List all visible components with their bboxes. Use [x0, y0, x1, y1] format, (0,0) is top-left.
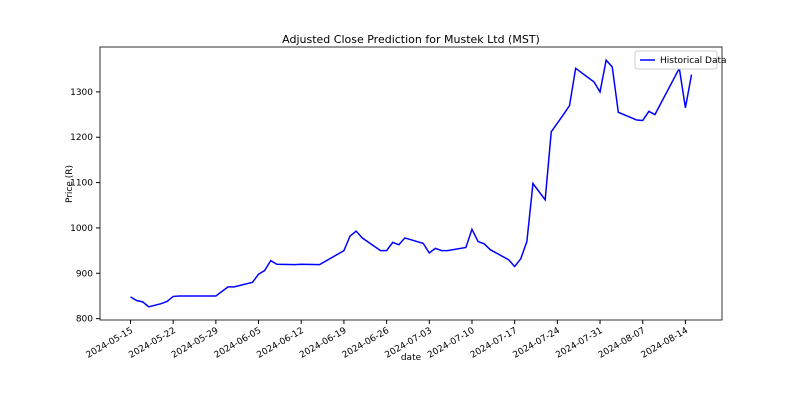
x-tick-label: 2024-06-05 [213, 326, 263, 361]
y-tick-label: 1100 [70, 179, 93, 189]
x-tick-label: 2024-06-19 [298, 326, 349, 361]
legend-box [634, 50, 718, 70]
line-series [130, 58, 693, 308]
x-tick-label: 2024-08-14 [640, 326, 691, 361]
y-tick-label: 1200 [70, 133, 93, 143]
x-tick-label: 2024-07-24 [512, 326, 563, 361]
y-tick-label: 800 [76, 315, 93, 325]
x-tick-label: 2024-05-29 [170, 326, 221, 361]
x-tick-label: 2024-08-07 [597, 326, 647, 361]
x-tick-label: 2024-05-15 [85, 326, 135, 361]
plot-frame [99, 46, 723, 321]
x-tick-label: 2024-07-31 [554, 326, 604, 361]
x-axis-label: date [401, 353, 422, 363]
y-axis-label: Price (R) [65, 165, 75, 203]
x-tick-label: 2024-07-10 [426, 326, 477, 361]
y-tick-label: 900 [76, 269, 93, 279]
x-tick-label: 2024-06-12 [255, 326, 305, 361]
y-tick-label: 1000 [70, 224, 93, 234]
y-tick-label: 1300 [70, 88, 93, 98]
chart-title: Adjusted Close Prediction for Mustek Ltd… [282, 33, 540, 46]
x-tick-label: 2024-07-17 [469, 326, 519, 361]
x-tick-label: 2024-05-22 [127, 326, 177, 361]
legend: Historical Data [634, 50, 727, 70]
x-tick-label: 2024-06-26 [341, 326, 392, 361]
legend-label: Historical Data [660, 56, 727, 66]
